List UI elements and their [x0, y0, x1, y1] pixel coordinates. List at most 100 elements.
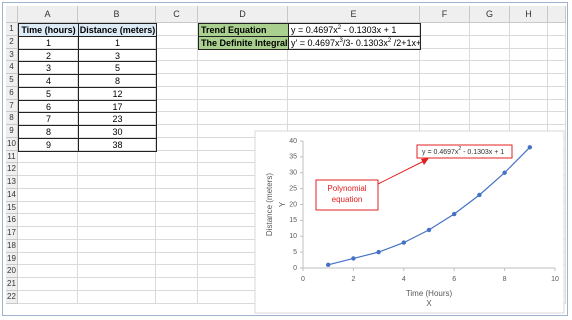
row-header[interactable]: 5 — [6, 74, 18, 87]
cell[interactable] — [420, 23, 470, 36]
cell[interactable] — [510, 74, 548, 87]
row-header[interactable]: 21 — [6, 278, 18, 291]
cell[interactable] — [548, 112, 566, 125]
cell[interactable] — [510, 61, 548, 74]
row-header[interactable]: 8 — [6, 112, 18, 125]
row-header[interactable]: 3 — [6, 48, 18, 62]
row-header[interactable]: 12 — [6, 163, 18, 176]
cell[interactable] — [470, 99, 510, 113]
cell[interactable] — [156, 150, 198, 164]
cell[interactable] — [78, 125, 156, 138]
cell[interactable] — [18, 278, 78, 291]
cell[interactable] — [156, 23, 198, 36]
cell[interactable] — [470, 23, 510, 36]
cell[interactable] — [78, 86, 156, 100]
cell[interactable] — [510, 86, 548, 100]
cell[interactable] — [420, 74, 470, 87]
cell[interactable] — [470, 35, 510, 49]
cell[interactable] — [18, 48, 78, 62]
cell[interactable] — [78, 163, 156, 176]
column-header[interactable]: G — [470, 6, 510, 23]
cell[interactable] — [288, 112, 420, 125]
column-header[interactable]: D — [198, 6, 288, 23]
row-header[interactable]: 7 — [6, 99, 18, 113]
cell[interactable] — [198, 48, 288, 62]
row-header[interactable]: 19 — [6, 252, 18, 266]
row-header[interactable]: 11 — [6, 150, 18, 164]
equation-cell[interactable]: y' = 0.4697x3/3- 0.1303x2 /2+1x+c — [288, 35, 421, 50]
cell[interactable] — [78, 74, 156, 87]
cell[interactable] — [548, 74, 566, 87]
cell[interactable] — [156, 86, 198, 100]
cell[interactable] — [78, 99, 156, 113]
cell[interactable] — [470, 61, 510, 74]
row-header[interactable]: 10 — [6, 137, 18, 151]
cell[interactable] — [288, 23, 420, 36]
cell[interactable] — [510, 48, 548, 62]
row-header[interactable]: 17 — [6, 227, 18, 240]
row-header[interactable]: 18 — [6, 239, 18, 253]
cell[interactable] — [18, 74, 78, 87]
cell[interactable] — [78, 278, 156, 291]
cell[interactable] — [510, 112, 548, 125]
cell[interactable] — [156, 188, 198, 202]
cell[interactable] — [156, 35, 198, 49]
cell[interactable] — [156, 163, 198, 176]
column-header[interactable]: A — [18, 6, 78, 23]
cell[interactable] — [156, 112, 198, 125]
cell[interactable] — [420, 61, 470, 74]
cell[interactable] — [18, 252, 78, 266]
cell[interactable] — [18, 35, 78, 49]
cell[interactable] — [18, 239, 78, 253]
cell[interactable] — [156, 265, 198, 278]
cell[interactable] — [78, 112, 156, 125]
cell[interactable] — [470, 112, 510, 125]
cell[interactable] — [18, 176, 78, 189]
row-header[interactable]: 1 — [6, 23, 18, 36]
column-header[interactable]: E — [288, 6, 420, 23]
cell[interactable] — [548, 48, 566, 62]
cell[interactable] — [288, 61, 420, 74]
row-header[interactable]: 6 — [6, 86, 18, 100]
cell[interactable] — [18, 265, 78, 278]
cell[interactable] — [156, 278, 198, 291]
row-header[interactable]: 20 — [6, 265, 18, 278]
cell[interactable] — [420, 99, 470, 113]
cell[interactable] — [156, 176, 198, 189]
row-header[interactable]: 15 — [6, 201, 18, 215]
cell[interactable] — [288, 48, 420, 62]
cell[interactable] — [156, 125, 198, 138]
cell[interactable] — [198, 74, 288, 87]
cell[interactable] — [78, 35, 156, 49]
cell[interactable] — [78, 201, 156, 215]
cell[interactable] — [78, 176, 156, 189]
cell[interactable] — [156, 290, 198, 304]
cell[interactable] — [156, 99, 198, 113]
cell[interactable] — [18, 201, 78, 215]
row-header[interactable]: 16 — [6, 214, 18, 227]
cell[interactable] — [78, 150, 156, 164]
cell[interactable] — [18, 61, 78, 74]
cell[interactable] — [78, 239, 156, 253]
cell[interactable] — [78, 252, 156, 266]
cell[interactable] — [18, 86, 78, 100]
row-header[interactable]: 13 — [6, 176, 18, 189]
column-header[interactable]: F — [420, 6, 470, 23]
row-header[interactable]: 4 — [6, 61, 18, 74]
cell[interactable] — [18, 227, 78, 240]
cell[interactable] — [470, 48, 510, 62]
row-header[interactable]: 22 — [6, 290, 18, 304]
cell[interactable] — [548, 61, 566, 74]
cell[interactable] — [288, 35, 420, 49]
cell[interactable] — [78, 290, 156, 304]
cell[interactable] — [510, 23, 548, 36]
cell[interactable] — [548, 99, 566, 113]
cell[interactable] — [78, 214, 156, 227]
cell[interactable] — [156, 201, 198, 215]
cell[interactable] — [18, 99, 78, 113]
cell[interactable] — [18, 150, 78, 164]
cell[interactable] — [420, 86, 470, 100]
cell[interactable] — [78, 227, 156, 240]
cell[interactable] — [156, 61, 198, 74]
cell[interactable] — [198, 61, 288, 74]
